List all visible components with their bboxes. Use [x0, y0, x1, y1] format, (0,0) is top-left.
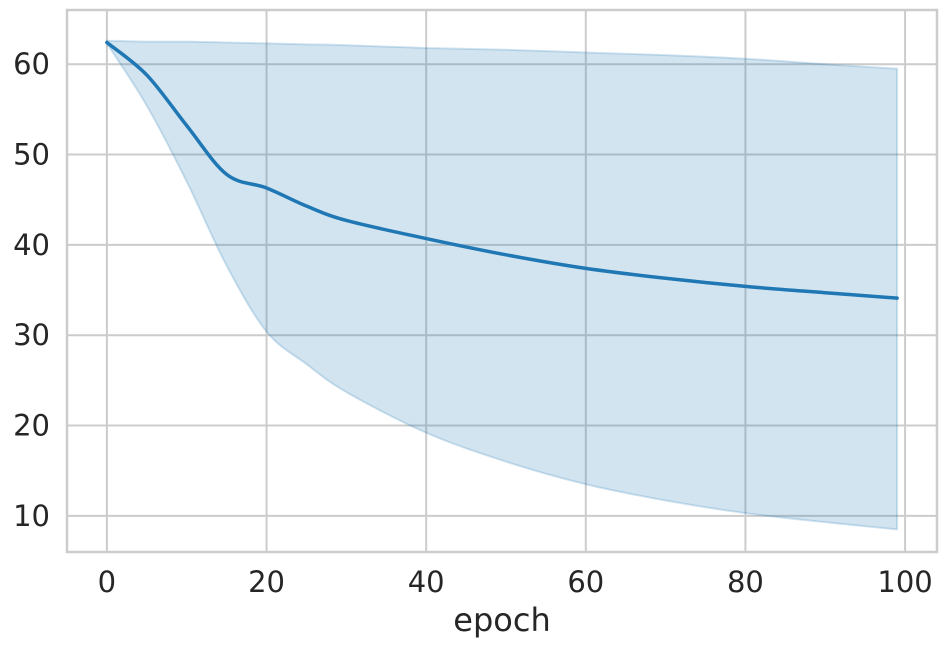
confidence-band	[105, 39, 899, 531]
x-tick-label: 100	[877, 565, 932, 599]
plot-border	[65, 8, 939, 554]
y-tick-label: 10	[13, 499, 50, 533]
x-tick-label: 20	[248, 565, 285, 599]
y-tick-label: 40	[13, 228, 50, 262]
confidence-band-layer	[105, 39, 899, 531]
y-tick-labels: 10 20 30 40 50 60	[13, 47, 50, 533]
x-tick-label: 80	[727, 565, 764, 599]
y-tick-label: 20	[13, 409, 50, 443]
y-tick-label: 30	[13, 318, 50, 352]
x-axis-label: epoch	[453, 601, 550, 639]
y-tick-label: 50	[13, 138, 50, 172]
y-tick-label: 60	[13, 47, 50, 81]
series-line	[105, 40, 899, 300]
plot-frame	[65, 8, 939, 554]
x-tick-labels: 0 20 40 60 80 100	[98, 565, 933, 599]
series-line-layer	[105, 40, 899, 300]
x-tick-label: 60	[567, 565, 604, 599]
x-tick-label: 40	[408, 565, 445, 599]
x-tick-label: 0	[98, 565, 116, 599]
grid	[67, 10, 937, 552]
